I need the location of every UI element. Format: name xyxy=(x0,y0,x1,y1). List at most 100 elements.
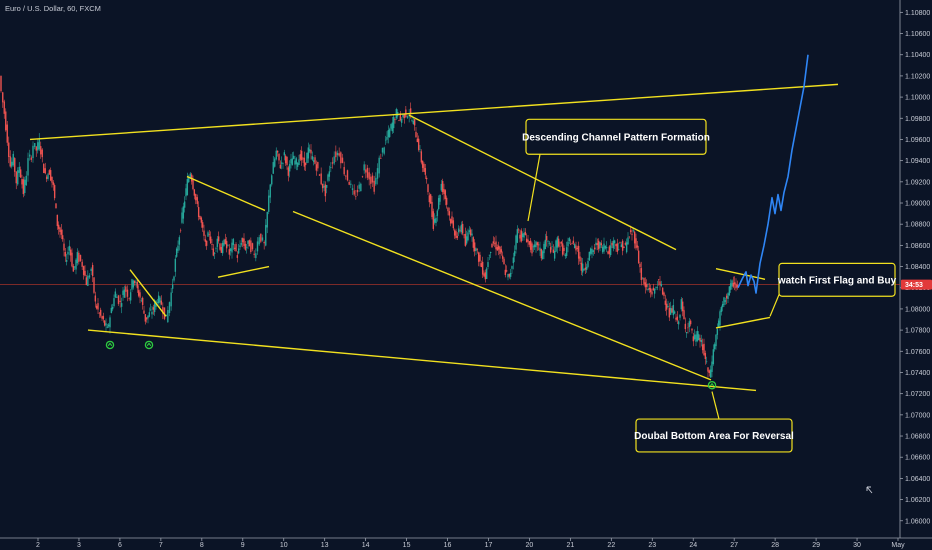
candle-body xyxy=(9,156,11,167)
candle-body xyxy=(704,353,707,359)
candle-body xyxy=(700,340,703,343)
candle-body xyxy=(292,155,295,159)
candle-body xyxy=(303,157,306,167)
candle-body xyxy=(147,315,149,319)
candle-body xyxy=(81,261,83,267)
candle-body xyxy=(631,233,633,235)
y-tick-label: 1.09800 xyxy=(905,116,930,123)
candle-body xyxy=(637,250,640,263)
candle-body xyxy=(707,367,709,372)
candle-body xyxy=(549,247,552,253)
candle-body xyxy=(411,120,413,122)
candle-body xyxy=(567,241,569,247)
x-tick-label: 22 xyxy=(607,542,615,549)
candle-body xyxy=(59,227,61,233)
candle-body xyxy=(619,242,621,244)
candle-body xyxy=(284,155,287,164)
candle-body xyxy=(629,230,632,233)
candle-body xyxy=(431,201,433,217)
candle-body xyxy=(696,330,699,341)
candle-body xyxy=(61,235,64,240)
callout-pointer xyxy=(527,154,541,222)
candle-body xyxy=(640,268,643,280)
bottom-marker-ring xyxy=(707,380,717,390)
candle-body xyxy=(82,266,85,275)
candle-body xyxy=(627,237,629,245)
candle-body xyxy=(338,153,340,156)
candle-body xyxy=(44,168,46,174)
candle-body xyxy=(485,268,488,279)
candle-body xyxy=(34,143,36,147)
candle-body xyxy=(269,184,271,198)
candle-body xyxy=(664,300,667,305)
candle-body xyxy=(296,162,299,167)
y-tick-label: 1.10400 xyxy=(905,52,930,59)
x-tick-label: 3 xyxy=(77,542,81,549)
candle-body xyxy=(475,248,477,252)
candle-body xyxy=(559,246,561,248)
candle-body xyxy=(402,114,404,118)
bottom-marker xyxy=(707,380,717,390)
candle-body xyxy=(523,232,525,238)
candle-body xyxy=(110,307,113,313)
candle-body xyxy=(224,239,227,245)
candle-body xyxy=(528,241,531,245)
candle-body xyxy=(111,306,114,310)
candle-body xyxy=(420,151,423,163)
candle-body xyxy=(387,130,390,138)
candle-body xyxy=(120,303,123,307)
candle-body xyxy=(621,240,624,251)
y-tick-label: 1.09200 xyxy=(905,179,930,186)
candle-body xyxy=(464,233,467,246)
candle-body xyxy=(511,266,513,269)
candle-body xyxy=(733,282,736,284)
candle-body xyxy=(479,254,481,262)
candle-body xyxy=(480,263,483,268)
y-tick-label: 1.07400 xyxy=(905,370,930,377)
candle-body xyxy=(318,174,321,176)
candle-body xyxy=(232,239,235,246)
candle-body xyxy=(635,238,637,249)
candle-body xyxy=(413,119,416,126)
x-tick-label: 30 xyxy=(853,542,861,549)
callout-pointer xyxy=(711,391,720,420)
candle-body xyxy=(368,172,370,180)
candle-body xyxy=(476,249,479,250)
candle-body xyxy=(557,238,560,247)
candle-body xyxy=(445,197,448,205)
candle-body xyxy=(304,162,307,166)
candle-body xyxy=(299,154,302,160)
x-tick-label: 14 xyxy=(362,542,370,549)
x-tick-label: 10 xyxy=(280,542,288,549)
candle-body xyxy=(516,229,519,243)
candle-body xyxy=(171,284,174,289)
candle-body xyxy=(76,252,79,264)
candle-body xyxy=(563,247,565,252)
candle-body xyxy=(581,263,584,273)
x-tick-label: 9 xyxy=(241,542,245,549)
candle-body xyxy=(298,159,300,165)
candle-body xyxy=(544,239,547,250)
candle-body xyxy=(505,270,508,272)
candle-body xyxy=(107,324,110,327)
candle-body xyxy=(492,241,495,244)
candle-body xyxy=(211,244,213,245)
candle-body xyxy=(47,174,49,179)
candle-body xyxy=(503,258,505,265)
candle-body xyxy=(660,284,663,287)
candle-body xyxy=(288,163,291,172)
candle-body xyxy=(185,188,187,197)
candle-body xyxy=(665,303,668,310)
candle-body xyxy=(261,237,264,241)
candle-body xyxy=(208,234,211,235)
candle-body xyxy=(283,152,286,156)
candle-body xyxy=(228,249,231,255)
trend-line xyxy=(715,316,771,329)
candle-body xyxy=(170,292,172,307)
candle-body xyxy=(116,296,118,298)
candle-body xyxy=(677,321,680,325)
candle-body xyxy=(701,344,704,351)
candle-body xyxy=(729,283,732,290)
y-tick-label: 1.09400 xyxy=(905,158,930,165)
candle-body xyxy=(366,167,369,178)
